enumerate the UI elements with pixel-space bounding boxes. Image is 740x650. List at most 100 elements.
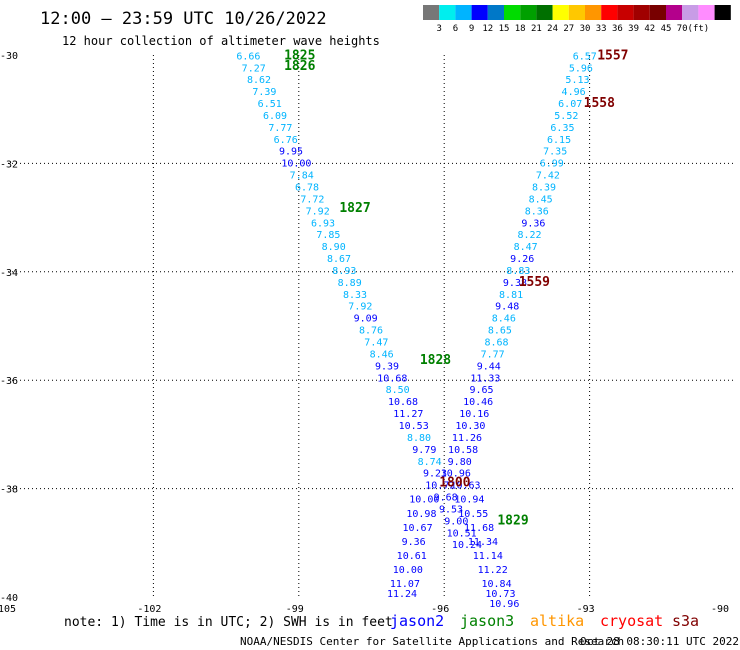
- legend-s3a: s3a: [672, 612, 699, 630]
- swh-value: 11.27: [393, 409, 423, 420]
- colorbar-swatch: [649, 5, 666, 20]
- swh-value: 6.57: [573, 51, 597, 62]
- swh-value: 9.80: [448, 457, 472, 468]
- colorbar-label: (ft): [688, 24, 710, 34]
- pass-time-label: 1825: [284, 48, 315, 63]
- swh-value: 7.92: [348, 302, 372, 313]
- swh-value: 10.16: [459, 409, 489, 420]
- swh-value: 10.00: [281, 159, 311, 170]
- colorbar-swatch: [682, 5, 699, 20]
- swh-value: 9.79: [412, 445, 436, 456]
- swh-value: 9.36: [521, 218, 545, 229]
- pass-time-label: 1827: [339, 201, 370, 216]
- x-tick-label: -102: [137, 604, 161, 615]
- colorbar-label: 36: [612, 24, 623, 34]
- swh-value: 8.50: [386, 385, 410, 396]
- y-tick-label: -32: [0, 159, 18, 170]
- pass-time-label: 1828: [420, 353, 451, 368]
- swh-value: 9.53: [439, 504, 463, 515]
- satellite-legend: jason2 jason3 altika cryosat s3a: [390, 612, 699, 630]
- swh-value: 6.07: [558, 99, 582, 110]
- colorbar-swatch: [455, 5, 472, 20]
- swh-value: 7.47: [364, 338, 388, 349]
- swh-value: 9.44: [477, 361, 501, 372]
- legend-jason3: jason3: [460, 612, 514, 630]
- swh-value: 10.53: [399, 421, 429, 432]
- swh-value: 8.65: [488, 326, 512, 337]
- swh-value: 10.98: [406, 509, 436, 520]
- swh-value: 6.35: [550, 123, 574, 134]
- swh-value: 10.67: [402, 523, 432, 534]
- swh-value: 6.15: [547, 135, 571, 146]
- swh-value: 8.80: [407, 433, 431, 444]
- colorbar-swatch: [617, 5, 634, 20]
- swh-value: 8.90: [322, 242, 346, 253]
- swh-value: 10.63: [450, 481, 480, 492]
- swh-value: 7.84: [290, 171, 314, 182]
- footer-credit: NOAA/NESDIS Center for Satellite Applica…: [240, 635, 624, 648]
- colorbar-label: 6: [453, 24, 458, 34]
- swh-value: 10.73: [485, 589, 515, 600]
- swh-value: 11.33: [470, 373, 500, 384]
- swh-value: 8.45: [529, 194, 553, 205]
- x-tick-label: -105: [0, 604, 16, 615]
- colorbar-label: 39: [628, 24, 639, 34]
- swh-value: 4.96: [562, 87, 586, 98]
- swh-value: 9.23: [423, 469, 447, 480]
- colorbar-swatch: [423, 5, 440, 20]
- swh-value: 7.27: [242, 63, 266, 74]
- swh-value: 5.52: [554, 111, 578, 122]
- swh-value: 10.46: [463, 397, 493, 408]
- swh-value: 11.26: [452, 433, 482, 444]
- x-axis: -105 -102 -99 -96 -93 -90: [0, 604, 729, 615]
- swh-value: 6.78: [295, 183, 319, 194]
- x-tick-label: -99: [286, 604, 304, 615]
- swh-value: 8.46: [370, 349, 394, 360]
- colorbar-label: 33: [596, 24, 607, 34]
- swh-value: 10.24: [452, 540, 482, 551]
- swh-value: 8.76: [359, 326, 383, 337]
- colorbar-swatch: [601, 5, 618, 20]
- swh-value: 10.00: [409, 495, 439, 506]
- swh-value: 7.72: [300, 194, 324, 205]
- swh-value: 6.93: [311, 218, 335, 229]
- colorbar-swatch: [698, 5, 715, 20]
- y-tick-label: -34: [0, 268, 18, 279]
- swh-value: 10.96: [441, 469, 471, 480]
- swh-value: 11.34: [468, 537, 498, 548]
- swh-value: 8.36: [525, 206, 549, 217]
- swh-value: 10.84: [481, 579, 511, 590]
- colorbar-swatch: [585, 5, 602, 20]
- swh-value: 9.95: [279, 147, 303, 158]
- swh-value: 11.22: [478, 565, 508, 576]
- swh-value: 11.14: [473, 551, 503, 562]
- x-tick-label: -90: [711, 604, 729, 615]
- swh-value: 9.36: [402, 537, 426, 548]
- y-tick-label: -36: [0, 376, 18, 387]
- swh-value: 7.85: [316, 230, 340, 241]
- colorbar-swatch: [520, 5, 537, 20]
- swh-value: 8.74: [418, 457, 442, 468]
- colorbar-swatch: [633, 5, 650, 20]
- swh-value: 5.13: [565, 75, 589, 86]
- y-tick-label: -30: [0, 51, 18, 62]
- swh-value: 7.42: [536, 171, 560, 182]
- colorbar-label: 21: [531, 24, 542, 34]
- swh-value: 7.39: [252, 87, 276, 98]
- swh-value: 8.46: [492, 314, 516, 325]
- swh-value: 9.38: [503, 278, 527, 289]
- footnote: note: 1) Time is in UTC; 2) SWH is in fe…: [64, 615, 393, 630]
- legend-jason2: jason2: [390, 612, 444, 630]
- swh-value: 9.09: [354, 314, 378, 325]
- swh-value: 8.47: [514, 242, 538, 253]
- colorbar-swatch: [714, 5, 731, 20]
- swh-value: 10.00: [393, 565, 423, 576]
- swh-value: 10.61: [397, 551, 427, 562]
- swh-value: 9.39: [375, 361, 399, 372]
- swh-value: 7.92: [306, 206, 330, 217]
- pass-time-label: 1826: [284, 59, 315, 74]
- swh-value: 6.99: [540, 159, 564, 170]
- swh-value: 6.09: [263, 111, 287, 122]
- swh-value: 9.48: [495, 302, 519, 313]
